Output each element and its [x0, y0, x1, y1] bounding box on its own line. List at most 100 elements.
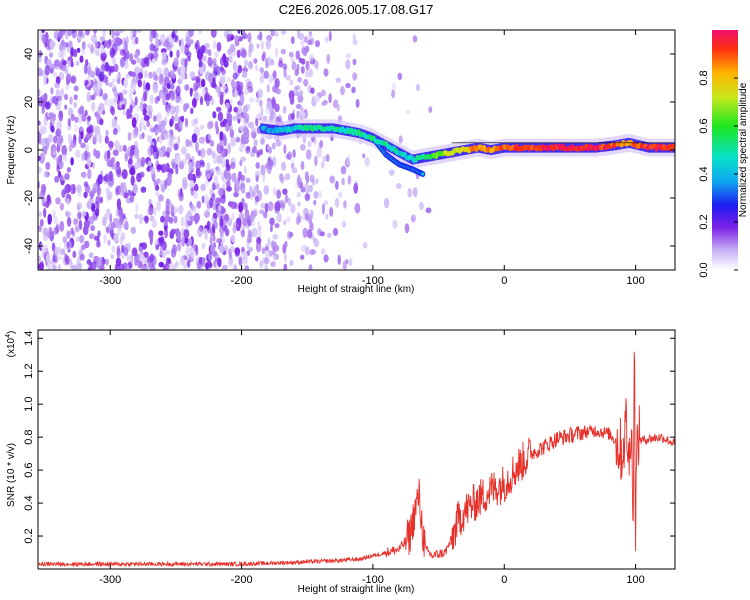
noise-speckle — [210, 98, 215, 106]
noise-speckle — [81, 41, 86, 50]
noise-speckle — [315, 59, 319, 71]
noise-speckle — [76, 47, 81, 53]
noise-speckle — [215, 106, 222, 112]
noise-speckle — [184, 117, 189, 128]
noise-speckle — [260, 164, 266, 176]
noise-speckle — [54, 59, 60, 67]
noise-speckle — [238, 145, 244, 153]
noise-speckle — [225, 102, 230, 110]
noise-speckle — [83, 150, 89, 161]
noise-speckle — [204, 180, 209, 187]
noise-speckle — [104, 135, 109, 144]
noise-speckle — [313, 191, 319, 199]
noise-speckle — [200, 183, 206, 192]
noise-speckle — [166, 43, 172, 51]
noise-speckle — [219, 140, 224, 146]
noise-speckle — [136, 105, 140, 112]
noise-speckle — [214, 51, 219, 58]
noise-speckle — [198, 256, 203, 265]
noise-speckle — [296, 110, 300, 120]
noise-speckle — [130, 82, 135, 89]
noise-speckle — [274, 103, 280, 113]
noise-speckle — [54, 82, 60, 89]
noise-speckle — [148, 71, 153, 79]
noise-speckle — [190, 186, 195, 196]
noise-speckle — [189, 39, 194, 45]
noise-speckle — [38, 67, 43, 77]
noise-speckle — [267, 56, 271, 67]
noise-speckle — [255, 229, 262, 239]
noise-speckle — [123, 192, 129, 199]
noise-speckle — [226, 186, 232, 192]
noise-speckle — [174, 113, 179, 122]
noise-speckle — [111, 245, 116, 254]
x-tick-label: -200 — [231, 574, 253, 586]
noise-speckle — [153, 115, 157, 122]
noise-speckle — [170, 247, 177, 258]
noise-speckle — [323, 254, 329, 263]
noise-speckle — [326, 153, 330, 162]
noise-speckle — [291, 112, 295, 121]
noise-speckle — [66, 241, 70, 248]
noise-speckle — [142, 103, 148, 110]
noise-speckle — [130, 165, 136, 176]
noise-speckle — [294, 69, 299, 76]
noise-speckle — [168, 176, 172, 185]
noise-speckle — [52, 264, 57, 270]
snr-multiplier-base: (x10 — [6, 337, 17, 357]
noise-speckle — [229, 245, 235, 253]
noise-speckle — [256, 236, 262, 245]
noise-speckle — [233, 192, 239, 198]
noise-speckle — [227, 143, 232, 154]
noise-speckle — [244, 59, 248, 67]
noise-speckle — [302, 227, 308, 238]
noise-speckle — [175, 104, 180, 114]
noise-speckle — [43, 116, 48, 127]
noise-speckle — [307, 140, 312, 148]
noise-speckle — [75, 225, 80, 233]
noise-speckle — [185, 153, 191, 161]
noise-speckle — [133, 145, 139, 157]
noise-speckle — [248, 97, 255, 103]
noise-speckle — [67, 30, 73, 37]
noise-speckle — [275, 47, 279, 58]
noise-speckle — [96, 202, 100, 213]
noise-speckle — [38, 262, 44, 270]
noise-speckle — [309, 209, 314, 220]
noise-speckle — [86, 91, 91, 103]
noise-speckle — [139, 57, 143, 66]
noise-speckle — [67, 60, 71, 68]
noise-speckle — [146, 104, 153, 115]
noise-speckle — [272, 70, 277, 79]
noise-speckle — [292, 149, 296, 158]
noise-speckle — [252, 146, 257, 154]
noise-speckle — [190, 107, 194, 115]
noise-speckle — [44, 31, 49, 43]
noise-speckle — [362, 241, 368, 249]
noise-speckle — [176, 49, 180, 59]
noise-speckle — [149, 166, 156, 175]
noise-speckle — [105, 187, 110, 195]
noise-speckle — [206, 162, 211, 171]
noise-speckle — [202, 87, 206, 97]
y-tick-label: 1.2 — [23, 364, 35, 379]
noise-speckle — [156, 200, 161, 212]
noise-speckle — [118, 206, 123, 218]
noise-speckle — [149, 43, 155, 52]
noise-speckle — [176, 243, 182, 252]
noise-speckle — [189, 180, 195, 190]
noise-speckle — [55, 103, 61, 111]
noise-speckle — [149, 32, 153, 43]
y-tick-label: -20 — [23, 190, 35, 206]
noise-speckle — [231, 173, 237, 183]
noise-speckle — [127, 242, 131, 253]
noise-speckle — [388, 169, 395, 176]
noise-speckle — [244, 265, 250, 270]
noise-speckle — [188, 238, 192, 246]
noise-speckle — [59, 220, 65, 232]
noise-speckle — [315, 40, 320, 48]
noise-speckle — [70, 157, 74, 166]
noise-speckle — [337, 254, 341, 265]
noise-speckle — [42, 185, 46, 196]
noise-speckle — [56, 164, 60, 173]
